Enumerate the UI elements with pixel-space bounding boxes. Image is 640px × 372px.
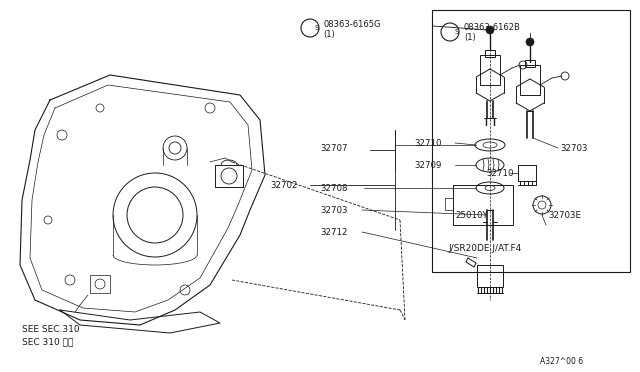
Text: 32708: 32708	[320, 183, 348, 192]
Bar	[453, 185, 513, 225]
Bar	[518, 165, 536, 181]
Text: A327^00 6: A327^00 6	[540, 357, 583, 366]
Text: SEC 310 参照: SEC 310 参照	[22, 337, 74, 346]
Text: 32703: 32703	[320, 205, 348, 215]
Text: 32703E: 32703E	[548, 211, 581, 219]
Circle shape	[526, 38, 534, 46]
Bar	[485, 50, 495, 57]
Bar	[90, 275, 110, 293]
Text: SEE SEC.310: SEE SEC.310	[22, 326, 79, 334]
Circle shape	[486, 26, 494, 34]
Bar	[432, 10, 630, 272]
Text: (1): (1)	[464, 32, 476, 42]
Text: 32710: 32710	[486, 169, 513, 177]
Bar	[525, 60, 535, 67]
Bar	[477, 265, 503, 287]
Text: 25010Y: 25010Y	[455, 211, 488, 219]
Text: 32712: 32712	[320, 228, 348, 237]
Bar	[520, 65, 540, 95]
Text: 32702: 32702	[270, 180, 298, 189]
Text: S: S	[455, 29, 459, 35]
Bar	[215, 165, 243, 187]
Text: 32703: 32703	[560, 144, 588, 153]
Text: (1): (1)	[323, 29, 335, 38]
Text: J/SR20DE.J/AT.F4: J/SR20DE.J/AT.F4	[448, 244, 521, 253]
Text: 32710: 32710	[414, 138, 442, 148]
Bar	[480, 55, 500, 85]
Text: S: S	[315, 25, 319, 31]
Text: 08363-6162B: 08363-6162B	[464, 22, 521, 32]
Text: 08363-6165G: 08363-6165G	[323, 19, 381, 29]
Text: 32707: 32707	[320, 144, 348, 153]
Text: 32709: 32709	[414, 160, 442, 170]
